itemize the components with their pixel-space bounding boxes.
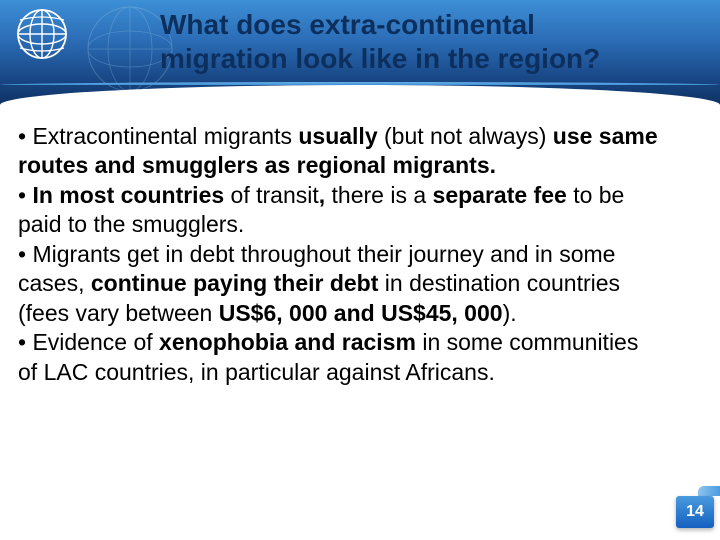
bullet-2-bold2: , <box>319 182 332 208</box>
bullet-1-text: • Extracontinental migrants <box>18 123 298 149</box>
slide-title: What does extra-continental migration lo… <box>160 8 710 75</box>
bullet-2-mid2: there is a <box>332 182 433 208</box>
bullet-1: • Extracontinental migrants usually (but… <box>18 122 660 181</box>
bullet-2: • In most countries of transit, there is… <box>18 181 660 240</box>
title-line-2: migration look like in the region? <box>160 43 600 74</box>
bullet-1-bold1: usually <box>298 123 384 149</box>
bullet-3: • Migrants get in debt throughout their … <box>18 240 660 328</box>
bullet-3-bold1: continue paying their debt <box>91 270 385 296</box>
bullet-1-mid1: (but not always) <box>384 123 553 149</box>
slide-header: What does extra-continental migration lo… <box>0 0 720 108</box>
bullet-4-bold1: xenophobia and racism <box>159 329 422 355</box>
bullet-4-text: • Evidence of <box>18 329 159 355</box>
bullet-2-text: • <box>18 182 32 208</box>
page-number: 14 <box>686 503 704 521</box>
org-logo <box>14 6 70 62</box>
corner-accent-decoration <box>698 486 720 496</box>
page-number-badge: 14 <box>676 496 714 528</box>
bullet-3-tail: ). <box>503 300 517 326</box>
bullet-2-bold3: separate fee <box>433 182 574 208</box>
bullet-3-bold2: US$6, 000 and US$45, 000 <box>219 300 503 326</box>
iom-logo-icon <box>14 6 70 62</box>
title-line-1: What does extra-continental <box>160 9 535 40</box>
bullet-2-bold1: In most countries <box>32 182 230 208</box>
bullet-2-mid1: of transit <box>231 182 319 208</box>
bullet-4: • Evidence of xenophobia and racism in s… <box>18 328 660 387</box>
slide-body: • Extracontinental migrants usually (but… <box>18 122 660 387</box>
